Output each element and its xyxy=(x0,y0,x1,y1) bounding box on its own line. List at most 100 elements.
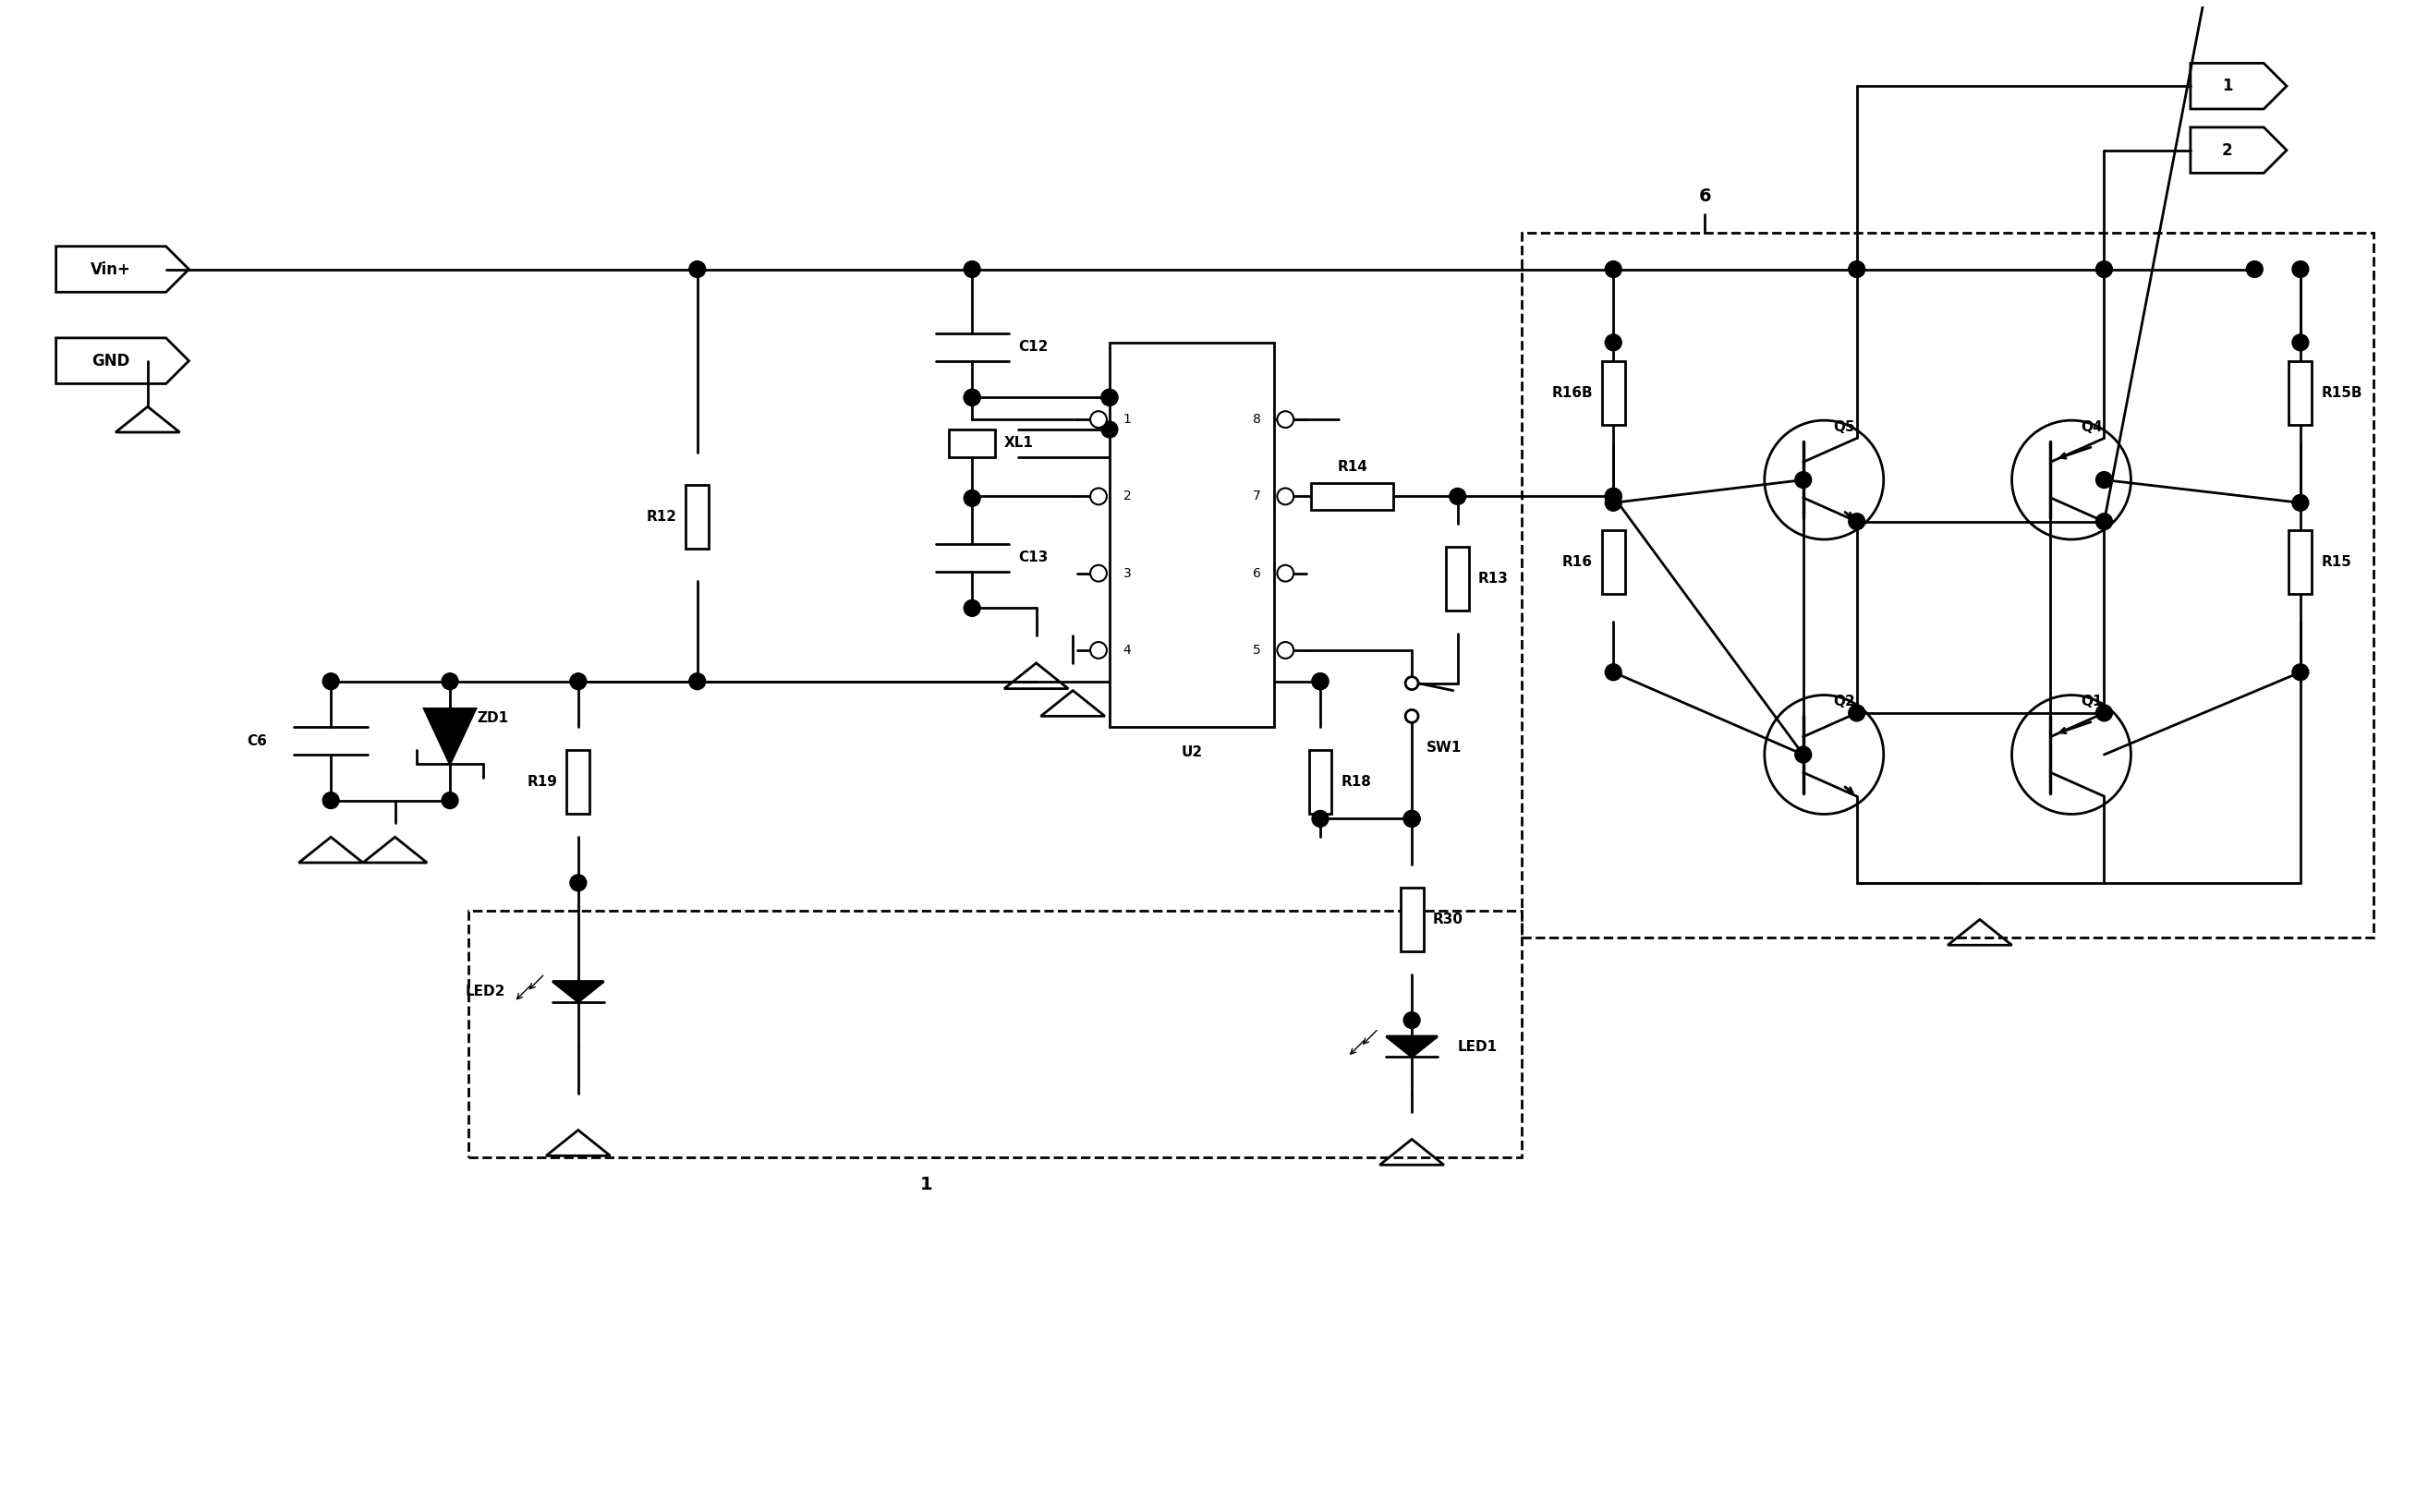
Circle shape xyxy=(1795,747,1812,764)
Circle shape xyxy=(570,673,587,689)
Bar xyxy=(1309,750,1331,813)
Circle shape xyxy=(964,490,981,507)
Polygon shape xyxy=(1387,1036,1438,1057)
Text: R14: R14 xyxy=(1336,460,1367,473)
Bar xyxy=(686,484,708,549)
Text: R30: R30 xyxy=(1433,913,1464,927)
Circle shape xyxy=(1604,488,1621,505)
Bar xyxy=(2288,361,2312,425)
Circle shape xyxy=(964,262,981,278)
Text: LED2: LED2 xyxy=(464,984,505,998)
Text: 5: 5 xyxy=(1251,644,1261,656)
Circle shape xyxy=(1848,513,1865,529)
Text: Q2: Q2 xyxy=(1834,696,1855,709)
Circle shape xyxy=(1278,643,1293,658)
Circle shape xyxy=(2247,262,2264,278)
Text: U2: U2 xyxy=(1181,745,1203,759)
Bar xyxy=(469,910,1522,1158)
Circle shape xyxy=(2293,334,2310,351)
Circle shape xyxy=(964,600,981,617)
Circle shape xyxy=(1604,262,1621,278)
Text: GND: GND xyxy=(92,352,130,369)
Circle shape xyxy=(1102,389,1119,405)
Circle shape xyxy=(1278,565,1293,582)
Polygon shape xyxy=(425,709,476,764)
Text: LED1: LED1 xyxy=(1457,1040,1498,1054)
Text: R18: R18 xyxy=(1341,776,1372,789)
Text: R15: R15 xyxy=(2322,555,2351,569)
Circle shape xyxy=(2097,262,2112,278)
Circle shape xyxy=(1312,810,1329,827)
Text: 4: 4 xyxy=(1123,644,1131,656)
Circle shape xyxy=(1090,488,1107,505)
Text: 2: 2 xyxy=(2223,142,2232,159)
Circle shape xyxy=(1604,334,1621,351)
Text: Q4: Q4 xyxy=(2080,420,2102,434)
Bar xyxy=(949,429,995,457)
Circle shape xyxy=(1450,488,1467,505)
Circle shape xyxy=(1404,810,1421,827)
Bar xyxy=(1602,361,1626,425)
Circle shape xyxy=(689,673,705,689)
Text: R16B: R16B xyxy=(1551,386,1592,399)
Circle shape xyxy=(1848,705,1865,721)
Circle shape xyxy=(442,792,459,809)
Circle shape xyxy=(1312,673,1329,689)
Circle shape xyxy=(2293,494,2310,511)
Circle shape xyxy=(2293,262,2310,278)
Text: C6: C6 xyxy=(246,733,266,748)
Text: 1: 1 xyxy=(1123,413,1131,426)
Text: R12: R12 xyxy=(645,510,676,523)
Circle shape xyxy=(1278,411,1293,428)
Circle shape xyxy=(2097,513,2112,529)
Circle shape xyxy=(2097,472,2112,488)
Circle shape xyxy=(1102,389,1119,405)
Text: R19: R19 xyxy=(527,776,558,789)
Bar xyxy=(2288,531,2312,594)
Text: SW1: SW1 xyxy=(1425,741,1462,754)
Text: C13: C13 xyxy=(1017,550,1049,564)
Circle shape xyxy=(2097,705,2112,721)
Circle shape xyxy=(570,874,587,891)
Bar xyxy=(1109,343,1273,727)
Circle shape xyxy=(1090,565,1107,582)
Text: 7: 7 xyxy=(1251,490,1261,503)
Text: XL1: XL1 xyxy=(1005,437,1034,451)
Circle shape xyxy=(1406,709,1418,723)
Bar xyxy=(1312,482,1394,510)
Text: 6: 6 xyxy=(1698,187,1711,206)
Circle shape xyxy=(1604,664,1621,680)
Circle shape xyxy=(324,673,338,689)
Circle shape xyxy=(1795,472,1812,488)
Circle shape xyxy=(1604,494,1621,511)
Circle shape xyxy=(689,262,705,278)
Circle shape xyxy=(1090,643,1107,658)
Circle shape xyxy=(1404,1012,1421,1028)
Text: 2: 2 xyxy=(1123,490,1131,503)
Circle shape xyxy=(1312,673,1329,689)
Text: 6: 6 xyxy=(1251,567,1261,579)
Circle shape xyxy=(1848,262,1865,278)
Circle shape xyxy=(964,389,981,405)
Circle shape xyxy=(2293,664,2310,680)
Bar xyxy=(1401,888,1423,951)
Circle shape xyxy=(442,673,459,689)
Circle shape xyxy=(1090,411,1107,428)
Circle shape xyxy=(1102,422,1119,438)
Text: 1: 1 xyxy=(2223,77,2232,94)
Text: ZD1: ZD1 xyxy=(478,711,510,724)
Bar xyxy=(1602,531,1626,594)
Bar xyxy=(1522,233,2373,937)
Circle shape xyxy=(964,389,981,405)
Circle shape xyxy=(1278,488,1293,505)
Bar xyxy=(1447,547,1469,611)
Text: R15B: R15B xyxy=(2322,386,2363,399)
Polygon shape xyxy=(553,981,604,1002)
Text: C12: C12 xyxy=(1017,340,1049,354)
Text: 8: 8 xyxy=(1251,413,1261,426)
Circle shape xyxy=(324,792,338,809)
Bar xyxy=(568,750,590,813)
Text: Q5: Q5 xyxy=(1834,420,1855,434)
Circle shape xyxy=(1604,488,1621,505)
Text: Vin+: Vin+ xyxy=(92,262,130,278)
